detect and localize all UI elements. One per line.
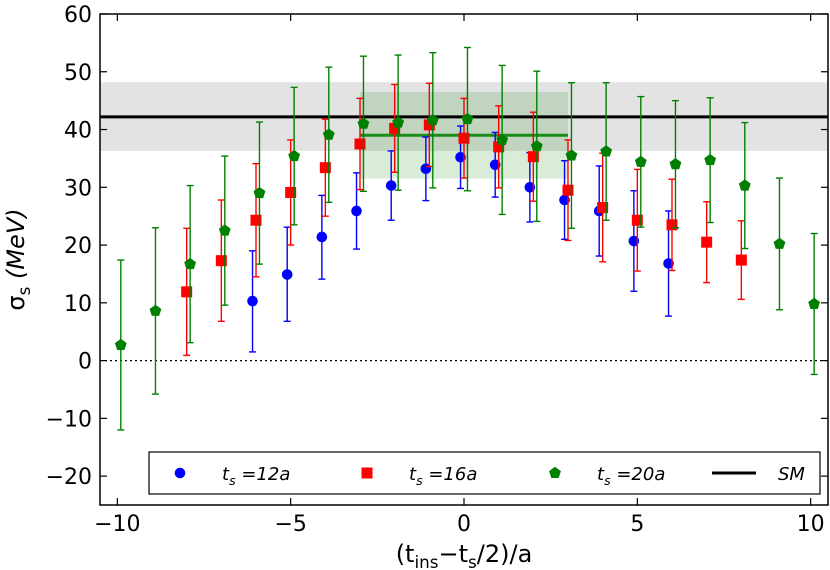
data-point bbox=[319, 162, 331, 174]
data-point bbox=[389, 122, 401, 134]
legend-box bbox=[148, 451, 821, 495]
data-point bbox=[565, 149, 578, 161]
data-point bbox=[634, 155, 647, 167]
series-2 bbox=[181, 82, 747, 357]
y-tick-label: 30 bbox=[64, 176, 92, 201]
series-layer bbox=[114, 46, 821, 431]
data-point bbox=[628, 235, 640, 247]
data-point bbox=[493, 141, 505, 153]
x-tick-label: 0 bbox=[457, 512, 471, 537]
data-point bbox=[738, 179, 751, 191]
data-point bbox=[631, 214, 643, 226]
data-point bbox=[704, 153, 717, 166]
data-point bbox=[559, 194, 570, 206]
data-point bbox=[701, 236, 713, 248]
data-point bbox=[597, 202, 609, 214]
data-point bbox=[455, 151, 466, 163]
legend-entry-1: ts =12a bbox=[174, 464, 290, 488]
legend-label: ts =12a bbox=[222, 464, 290, 488]
data-point bbox=[316, 231, 328, 243]
data-point bbox=[149, 304, 162, 316]
data-point bbox=[562, 184, 574, 196]
legend-entry-sm: SM bbox=[712, 464, 805, 485]
data-point bbox=[218, 224, 231, 236]
data-point bbox=[669, 157, 682, 170]
data-point bbox=[489, 159, 501, 171]
legend-entry-2: ts =16a bbox=[361, 464, 477, 488]
y-tick-label: 20 bbox=[64, 234, 92, 259]
x-tick-label: 10 bbox=[797, 512, 825, 537]
data-point bbox=[663, 258, 674, 269]
x-tick-label: −5 bbox=[274, 512, 306, 537]
data-point bbox=[385, 180, 397, 191]
series-3 bbox=[114, 46, 821, 431]
data-point bbox=[114, 338, 127, 351]
y-tick-label: 40 bbox=[64, 119, 92, 144]
y-tick-label: −20 bbox=[46, 465, 92, 490]
data-point bbox=[181, 286, 193, 298]
y-axis-label: σs (MeV) bbox=[2, 208, 34, 310]
legend-label: ts =20a bbox=[597, 464, 665, 488]
legend-marker bbox=[174, 467, 186, 479]
data-point bbox=[354, 138, 366, 150]
data-point bbox=[524, 181, 536, 193]
y-tick-label: 60 bbox=[64, 3, 92, 28]
y-tick-label: 0 bbox=[78, 350, 92, 375]
data-point bbox=[426, 114, 439, 126]
data-point bbox=[285, 186, 297, 198]
data-point bbox=[357, 117, 370, 129]
data-point bbox=[527, 151, 539, 163]
data-point bbox=[253, 186, 266, 199]
data-point bbox=[250, 214, 262, 226]
data-point bbox=[351, 205, 362, 217]
data-point bbox=[247, 295, 258, 307]
data-point bbox=[666, 219, 678, 231]
data-point bbox=[461, 112, 474, 125]
y-tick-label: −10 bbox=[46, 407, 92, 432]
data-point bbox=[530, 140, 543, 152]
legend-label: SM bbox=[778, 464, 805, 485]
data-point bbox=[184, 257, 197, 270]
legend-label: ts =16a bbox=[409, 464, 477, 488]
x-axis-label: (tins−ts/2)/a bbox=[396, 540, 533, 570]
legend-entry-3: ts =20a bbox=[549, 464, 665, 488]
data-point bbox=[458, 132, 470, 144]
data-point bbox=[808, 297, 821, 309]
x-tick-label: 5 bbox=[630, 512, 644, 537]
data-point bbox=[773, 237, 786, 249]
series-1 bbox=[247, 125, 674, 353]
x-tick-label: −10 bbox=[94, 512, 140, 537]
data-point bbox=[288, 149, 301, 162]
data-point bbox=[215, 255, 227, 267]
data-point bbox=[322, 128, 335, 140]
data-point bbox=[392, 116, 405, 128]
legend: ts =12a ts =16a ts =20a SM bbox=[148, 451, 821, 495]
legend-marker bbox=[361, 467, 373, 479]
data-point bbox=[600, 145, 613, 157]
y-tick-label: 10 bbox=[64, 292, 92, 317]
data-point bbox=[281, 269, 293, 280]
data-point bbox=[735, 254, 747, 266]
y-tick-label: 50 bbox=[64, 61, 92, 86]
data-point bbox=[496, 133, 509, 145]
legend-marker bbox=[549, 466, 561, 479]
